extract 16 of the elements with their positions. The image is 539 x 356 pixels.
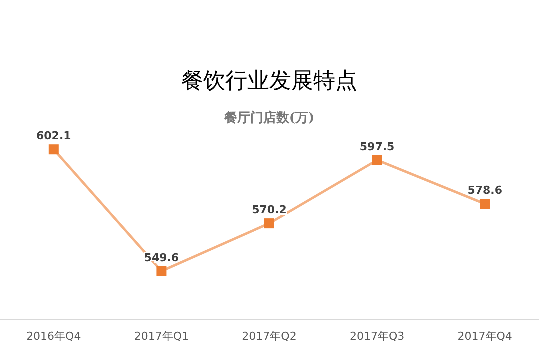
chart-title: 餐饮行业发展特点 (182, 69, 358, 94)
x-tick-label: 2017年Q3 (350, 330, 405, 343)
data-label: 602.1 (36, 130, 72, 143)
point (48, 144, 59, 155)
point (480, 199, 490, 210)
data-label: 578.6 (468, 184, 503, 198)
data-label: 597.5 (360, 140, 395, 154)
point (372, 155, 382, 166)
point (156, 266, 167, 276)
x-tick-label: 2017年Q4 (458, 330, 512, 343)
point (264, 218, 274, 229)
x-tick-label: 2016年Q4 (26, 330, 82, 343)
x-tick-label: 2017年Q1 (134, 330, 190, 343)
data-label: 570.2 (252, 204, 287, 217)
chart-subtitle: 餐厅门店数(万) (223, 110, 315, 126)
x-tick-label: 2017年Q2 (242, 330, 297, 343)
